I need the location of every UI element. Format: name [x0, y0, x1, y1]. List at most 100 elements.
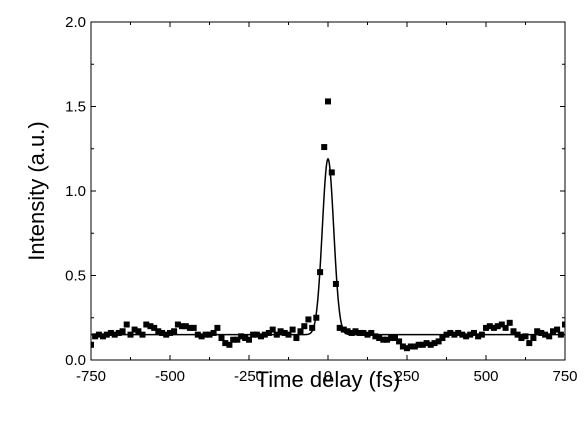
data-point [340, 326, 347, 333]
data-point [293, 335, 300, 342]
data-point [151, 324, 158, 331]
data-point [463, 333, 470, 340]
data-point [514, 331, 521, 338]
data-point [443, 331, 450, 338]
y-axis-label: Intensity (a.u.) [24, 121, 49, 260]
y-tick-label: 1.0 [65, 183, 86, 200]
y-tick-label: 0.5 [65, 268, 86, 285]
data-point [135, 328, 142, 335]
data-point [348, 329, 355, 336]
data-point [103, 331, 110, 338]
data-point [261, 331, 268, 338]
data-point [455, 329, 462, 336]
data-point [202, 331, 209, 338]
data-point [179, 323, 186, 330]
data-point [459, 331, 466, 338]
data-point [396, 338, 403, 345]
data-point [309, 324, 316, 331]
data-point [360, 329, 367, 336]
data-point [313, 314, 320, 321]
data-point [483, 324, 489, 331]
data-point [115, 329, 122, 336]
data-point [317, 269, 324, 276]
data-point [376, 335, 383, 342]
data-point [123, 321, 130, 328]
data-point [490, 324, 497, 331]
x-tick-label: 500 [473, 368, 498, 385]
data-point [372, 333, 379, 340]
y-tick-label: 0.0 [65, 352, 86, 369]
data-point [470, 329, 477, 336]
x-axis-label: Time delay (fs) [256, 367, 401, 392]
data-point [411, 343, 418, 350]
data-point [210, 329, 217, 336]
data-point [407, 343, 414, 350]
data-point [435, 338, 442, 345]
data-point [155, 328, 162, 335]
x-tick-label: 250 [394, 368, 419, 385]
data-point [475, 333, 482, 340]
data-point [526, 340, 533, 347]
data-point [238, 333, 245, 340]
data-point [107, 329, 114, 336]
data-point [234, 336, 241, 343]
data-point [325, 98, 331, 105]
data-point [281, 329, 288, 336]
data-point [399, 343, 406, 350]
data-point [538, 329, 545, 336]
plot-frame [90, 21, 566, 361]
data-point [321, 144, 328, 151]
data-point [289, 326, 296, 333]
data-point [494, 323, 501, 330]
data-point [242, 335, 249, 342]
data-point [139, 331, 146, 338]
data-point [131, 326, 138, 333]
y-tick-label: 1.5 [65, 99, 86, 116]
data-point [285, 331, 292, 338]
x-tick-label: -250 [234, 368, 264, 385]
y-tick-label: 2.0 [65, 14, 86, 31]
data-point [297, 328, 304, 335]
data-point [258, 333, 265, 340]
data-point [447, 329, 454, 336]
data-point [147, 323, 154, 330]
data-point [143, 321, 150, 328]
data-point [127, 331, 134, 338]
data-point [388, 335, 395, 342]
plot-data [91, 98, 565, 352]
data-point [269, 326, 276, 333]
data-point [226, 341, 233, 348]
data-point [391, 335, 398, 342]
data-point [344, 328, 351, 335]
data-point [404, 345, 410, 352]
data-point [182, 323, 189, 330]
data-point [419, 341, 426, 348]
data-point [95, 331, 102, 338]
data-point [380, 336, 387, 343]
data-point [423, 340, 430, 347]
tick-labels: -750 -500 -250 0 250 500 750 0.0 0.5 1.0 1.5 2.0 [65, 14, 577, 385]
data-point [167, 329, 173, 336]
x-tick-label: 0 [324, 368, 332, 385]
data-point [356, 329, 363, 336]
data-point [253, 331, 260, 338]
data-point [336, 324, 343, 331]
data-point [214, 324, 221, 331]
x-tick-label: -500 [155, 368, 185, 385]
data-point [502, 324, 509, 331]
data-point [368, 329, 375, 336]
data-point [364, 331, 371, 338]
data-point [328, 169, 335, 176]
fit-curve [91, 157, 565, 336]
data-point [534, 328, 541, 335]
data-point [222, 340, 229, 347]
data-point [159, 329, 166, 336]
data-point [415, 341, 422, 348]
data-point [250, 331, 257, 338]
data-point [478, 331, 485, 338]
data-point [163, 331, 170, 338]
data-point [92, 333, 99, 340]
data-point [206, 331, 213, 338]
data-point [352, 328, 359, 335]
